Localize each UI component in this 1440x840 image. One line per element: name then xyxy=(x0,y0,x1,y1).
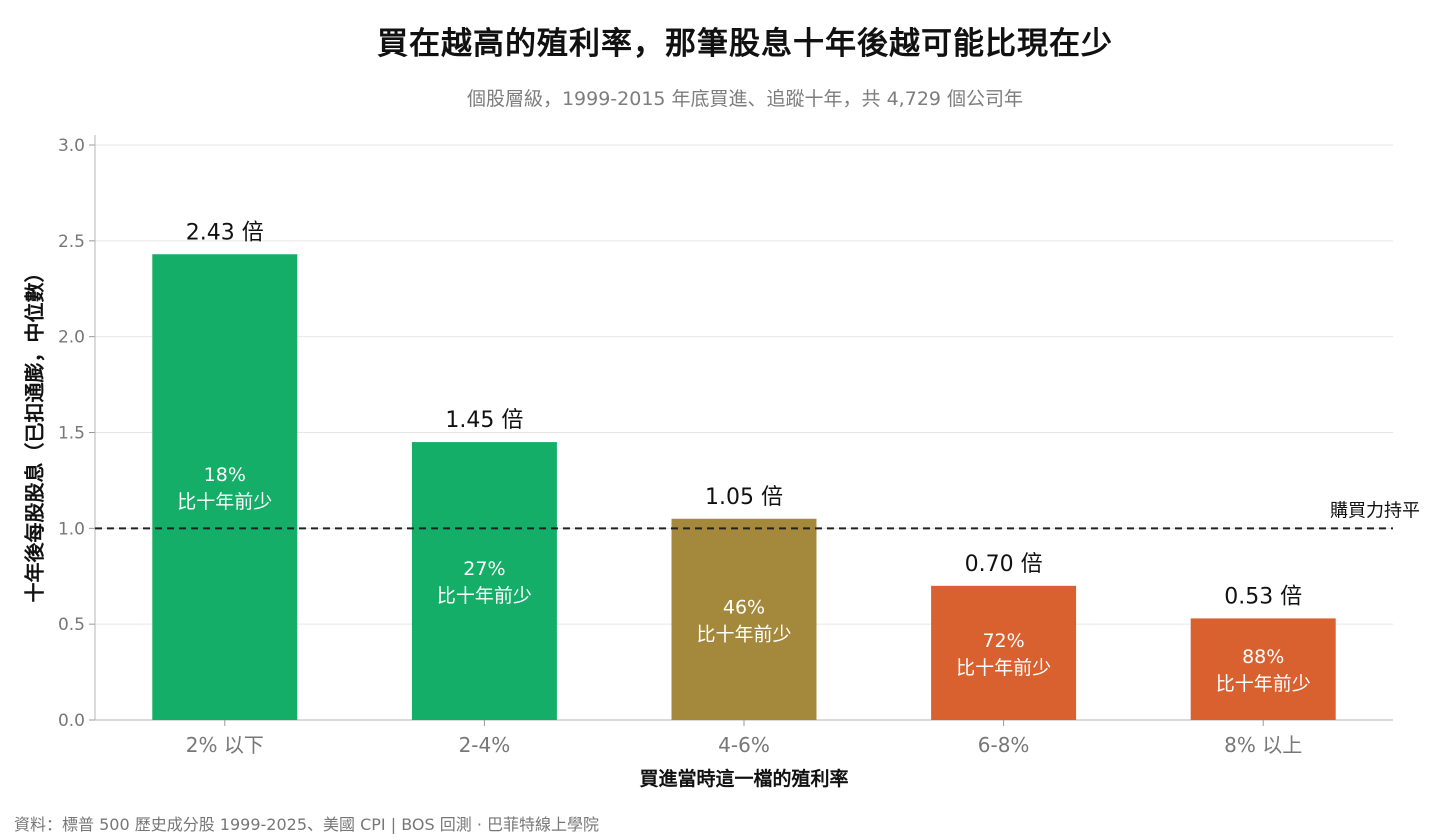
bar xyxy=(671,518,817,720)
bar-inner-text: 比十年前少 xyxy=(956,657,1051,679)
y-axis-title: 十年後每股股息（已扣通膨，中位數） xyxy=(23,263,47,603)
x-tick-label: 6-8% xyxy=(978,733,1030,757)
chart-subtitle: 個股層級，1999-2015 年底買進、追蹤十年，共 4,729 個公司年 xyxy=(466,88,1024,110)
y-tick-label: 1.5 xyxy=(58,424,85,444)
x-tick-label: 4-6% xyxy=(718,733,770,757)
x-axis-title: 買進當時這一檔的殖利率 xyxy=(639,767,848,790)
bar xyxy=(411,442,557,720)
x-tick-label: 2-4% xyxy=(459,733,511,757)
y-tick-label: 2.5 xyxy=(58,232,85,252)
x-tick-label: 2% 以下 xyxy=(186,733,264,757)
bar xyxy=(152,254,298,720)
bar-inner-percent: 18% xyxy=(204,464,246,486)
bar xyxy=(931,585,1077,720)
bar-value-label: 0.70 倍 xyxy=(965,552,1043,577)
bar-value-label: 2.43 倍 xyxy=(186,220,264,245)
y-tick-label: 2.0 xyxy=(58,328,85,348)
bar-inner-text: 比十年前少 xyxy=(1216,673,1311,695)
bar-inner-text: 比十年前少 xyxy=(696,623,791,645)
bar-inner-percent: 72% xyxy=(982,630,1024,652)
bar-inner-percent: 46% xyxy=(723,596,765,618)
y-tick-label: 3.0 xyxy=(58,136,85,156)
y-tick-label: 1.0 xyxy=(58,519,85,539)
y-tick-label: 0.5 xyxy=(58,615,85,635)
source-note: 資料：標普 500 歷史成分股 1999-2025、美國 CPI | BOS 回… xyxy=(14,815,599,834)
bar xyxy=(1190,618,1336,720)
bar-inner-text: 比十年前少 xyxy=(437,585,532,607)
bar-value-label: 1.45 倍 xyxy=(445,408,523,433)
bar-value-label: 0.53 倍 xyxy=(1224,584,1302,609)
bar-inner-text: 比十年前少 xyxy=(177,491,272,513)
reference-line-label: 購買力持平 xyxy=(1330,500,1420,521)
x-tick-label: 8% 以上 xyxy=(1224,733,1302,757)
chart-title: 買在越高的殖利率，那筆股息十年後越可能比現在少 xyxy=(377,26,1113,62)
bar-inner-percent: 88% xyxy=(1242,646,1284,668)
bar-inner-percent: 27% xyxy=(463,558,505,580)
y-tick-label: 0.0 xyxy=(58,711,85,731)
bar-value-label: 1.05 倍 xyxy=(705,485,783,510)
